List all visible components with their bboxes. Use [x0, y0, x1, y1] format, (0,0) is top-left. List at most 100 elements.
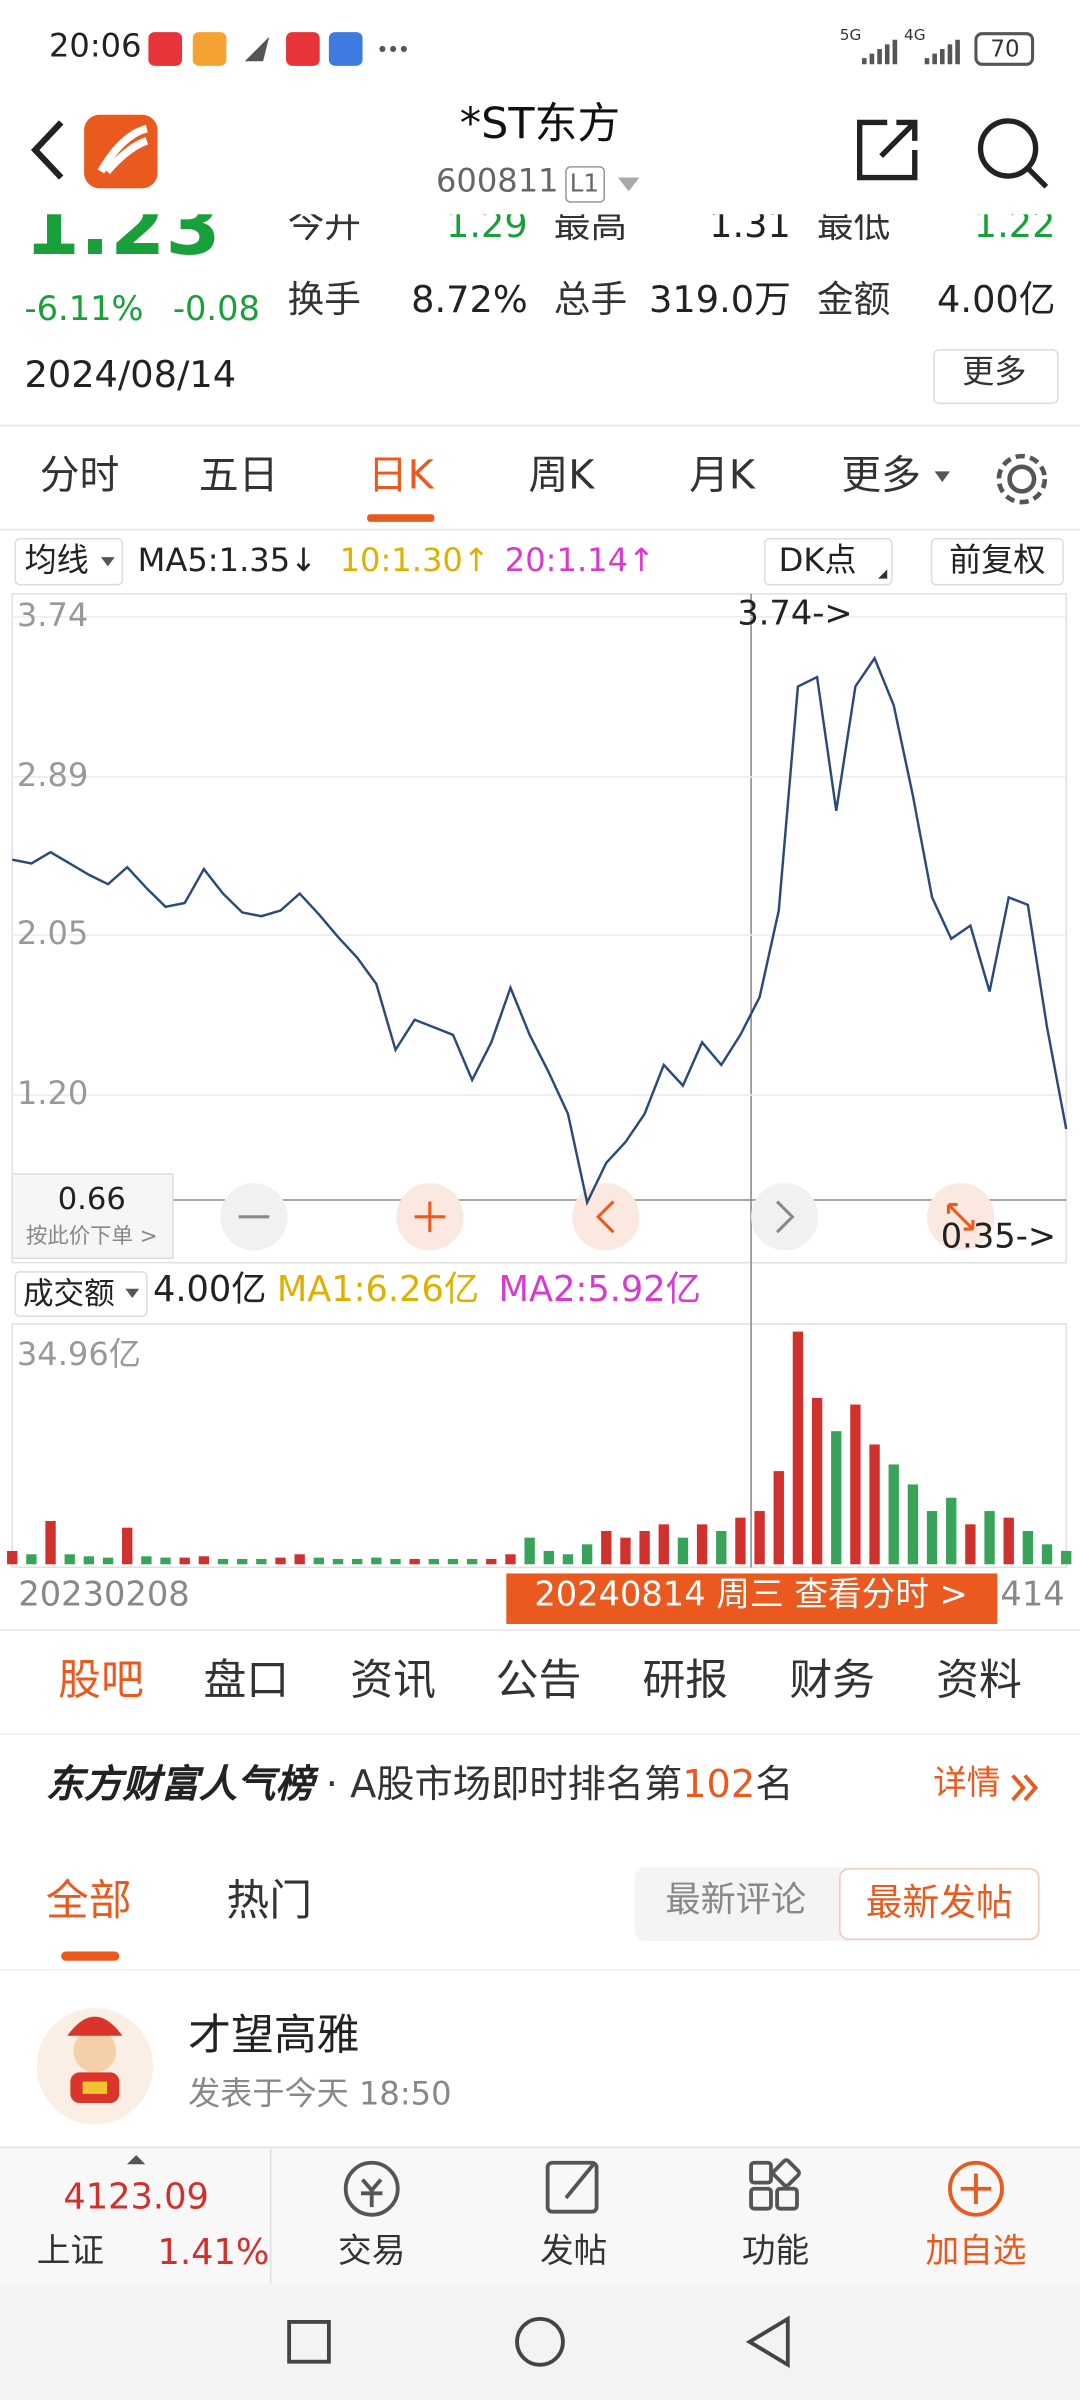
search-icon[interactable] — [977, 118, 1049, 189]
sort-option[interactable]: 最新评论 — [665, 1881, 807, 1921]
section-tab[interactable]: 资料 — [936, 1654, 1022, 1706]
settings-icon[interactable] — [996, 453, 1048, 505]
volume-bar — [811, 1397, 823, 1565]
avatar[interactable] — [36, 2008, 153, 2125]
volume-bar — [428, 1558, 439, 1565]
field-label: 金额 — [816, 278, 891, 322]
dk-label: DK点 — [778, 541, 857, 579]
section-tab[interactable]: 公告 — [495, 1654, 582, 1706]
volume-bar — [83, 1556, 95, 1565]
action-label[interactable]: 发帖 — [539, 2233, 608, 2272]
volume-bar — [256, 1558, 267, 1565]
section-tab[interactable]: 盘口 — [203, 1654, 290, 1706]
crosshair-price-box[interactable] — [11, 1173, 174, 1259]
adjust-button[interactable] — [930, 538, 1064, 586]
post-tab[interactable]: 热门 — [226, 1874, 313, 1926]
period-tab-active[interactable]: 日K — [367, 453, 434, 499]
section-tab[interactable]: 财务 — [789, 1654, 876, 1706]
volume-bar — [601, 1530, 612, 1565]
y-tick-label: 2.05 — [17, 914, 89, 952]
action-label[interactable]: 交易 — [338, 2233, 406, 2272]
crosshair-date-box[interactable] — [506, 1573, 998, 1624]
volume-bar — [409, 1558, 420, 1565]
field-label: 总手 — [553, 278, 628, 322]
volume-bar — [198, 1556, 210, 1565]
volume-bar — [850, 1404, 861, 1565]
period-tab[interactable]: 五日 — [198, 453, 279, 499]
period-tab[interactable]: 更多 — [841, 453, 921, 499]
volume-bar — [658, 1524, 669, 1565]
volume-bar — [984, 1511, 995, 1565]
index-name: 上证 — [36, 2233, 105, 2272]
details-chevrons[interactable] — [1011, 1774, 1039, 1802]
popularity-text: 名 — [755, 1761, 794, 1807]
volume-bar — [754, 1511, 765, 1565]
period-tab[interactable]: 月K — [689, 453, 755, 499]
stock-code: 600811 — [435, 162, 559, 199]
x-start-label: 20230208 — [18, 1576, 190, 1615]
sort-active[interactable] — [839, 1868, 1040, 1941]
period-tab[interactable]: 周K — [528, 453, 595, 499]
volume-bar — [926, 1511, 938, 1565]
dropdown-icon[interactable] — [934, 471, 950, 483]
section-tab-active[interactable]: 股吧 — [58, 1654, 144, 1706]
volume-bar — [141, 1556, 152, 1565]
high-annotation: 3.74-> — [737, 595, 853, 634]
volume-bar — [1061, 1550, 1072, 1565]
level-box — [565, 166, 605, 203]
ma20: 20:1.14↑ — [504, 541, 655, 579]
back-icon[interactable] — [30, 120, 64, 180]
volume-bar — [581, 1544, 593, 1565]
volume-bar — [390, 1558, 401, 1565]
details-link[interactable]: 详情 — [933, 1764, 1001, 1804]
y-tick-label: 1.20 — [17, 1074, 89, 1112]
ma-selector[interactable] — [14, 538, 124, 586]
volume-title: 成交额 — [22, 1274, 115, 1312]
field-label: 换手 — [287, 278, 362, 322]
volume-bar — [102, 1557, 114, 1565]
action-label[interactable]: 功能 — [741, 2233, 810, 2272]
nav-bar — [0, 2283, 1080, 2400]
volume-selector[interactable] — [14, 1271, 148, 1318]
net-type: 5G — [839, 27, 862, 45]
action-label[interactable]: 加自选 — [925, 2233, 1027, 2272]
sort-option-active[interactable]: 最新发帖 — [865, 1881, 1013, 1924]
post-tab-active[interactable]: 全部 — [45, 1874, 132, 1926]
volume-bar — [237, 1558, 248, 1565]
time: 20:06 — [48, 27, 142, 65]
dk-button[interactable] — [764, 538, 893, 586]
section-tab[interactable]: 资讯 — [350, 1654, 436, 1706]
dropdown-icon[interactable] — [617, 177, 640, 192]
post-author[interactable]: 才望高雅 — [188, 2009, 360, 2061]
crosshair-price: 0.66 — [57, 1180, 126, 1217]
nav-home[interactable] — [515, 2316, 565, 2367]
stock-title: *ST东方 — [459, 97, 621, 149]
volume-bar — [735, 1517, 746, 1565]
section-tab[interactable]: 研报 — [642, 1654, 729, 1706]
nav-recent[interactable] — [287, 2320, 331, 2364]
more-button[interactable] — [933, 348, 1059, 405]
index-value[interactable]: 4123.09 — [63, 2178, 209, 2218]
crosshair-date[interactable]: 20240814 周三 查看分时 > — [534, 1576, 968, 1615]
popularity-text: · A股市场即时排名第 — [325, 1761, 683, 1807]
move-right[interactable] — [751, 1183, 819, 1251]
price-line — [12, 655, 1068, 1207]
field-value: 4.00亿 — [937, 278, 1056, 322]
popularity-row: 东方财富人气榜 · A股市场即时排名第102名 — [46, 1762, 794, 1808]
volume-bar — [351, 1558, 363, 1565]
volume-bar — [965, 1524, 976, 1565]
ma5: MA5:1.35↓ — [137, 541, 318, 579]
ma-selector-label: 均线 — [24, 541, 89, 579]
battery-level: 70 — [990, 35, 1020, 63]
ma10: 10:1.30↑ — [339, 541, 490, 579]
period-tab[interactable]: 分时 — [39, 453, 120, 499]
popularity-brand: 东方财富人气榜 — [45, 1761, 314, 1807]
post-tab-underline — [61, 1951, 120, 1961]
volume-bar — [1003, 1517, 1014, 1565]
app-logo — [84, 114, 158, 189]
volume-bar — [447, 1558, 459, 1565]
volume-bar — [524, 1537, 535, 1565]
share-icon[interactable] — [857, 119, 918, 181]
nav-back[interactable] — [745, 2315, 790, 2369]
